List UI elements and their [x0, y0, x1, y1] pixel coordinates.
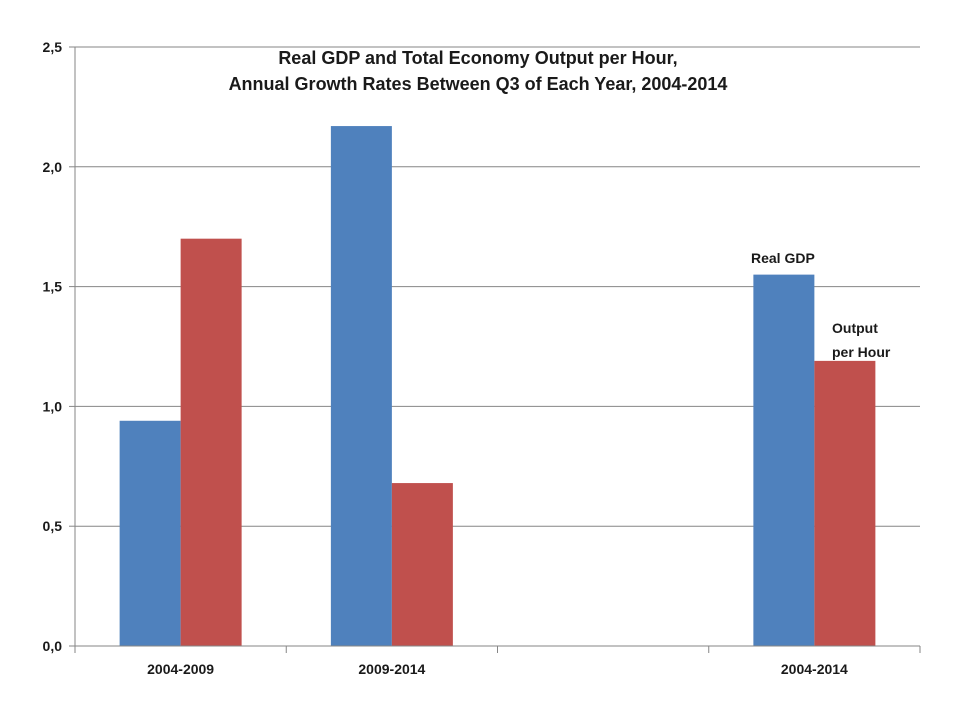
y-tick-label: 2,5 — [43, 39, 63, 55]
bar — [814, 360, 876, 646]
x-tick-label: 2004-2014 — [781, 661, 848, 677]
y-tick-label: 1,5 — [43, 279, 63, 295]
bars — [119, 126, 876, 647]
y-tick-label: 2,0 — [43, 159, 63, 175]
x-tick-label: 2004-2009 — [147, 661, 214, 677]
x-tick-label: 2009-2014 — [358, 661, 425, 677]
bar — [330, 126, 392, 647]
chart-title-line-2: Annual Growth Rates Between Q3 of Each Y… — [229, 74, 728, 94]
bar — [119, 420, 181, 646]
annotation-real-gdp: Real GDP — [751, 250, 815, 266]
annotation-per-hour: per Hour — [832, 344, 891, 360]
axes: 0,0 0,5 1,0 1,5 2,0 2,5 2004-2009 2009-2014 2004… — [43, 39, 921, 677]
bar — [180, 238, 242, 646]
y-tick-label: 1,0 — [43, 398, 63, 414]
chart-title-line-1: Real GDP and Total Economy Output per Ho… — [278, 48, 677, 68]
y-tick-label: 0,0 — [43, 638, 63, 654]
annotation-output: Output — [832, 320, 878, 336]
y-tick-label: 0,5 — [43, 518, 63, 534]
bar — [753, 274, 815, 646]
bar — [391, 483, 453, 646]
